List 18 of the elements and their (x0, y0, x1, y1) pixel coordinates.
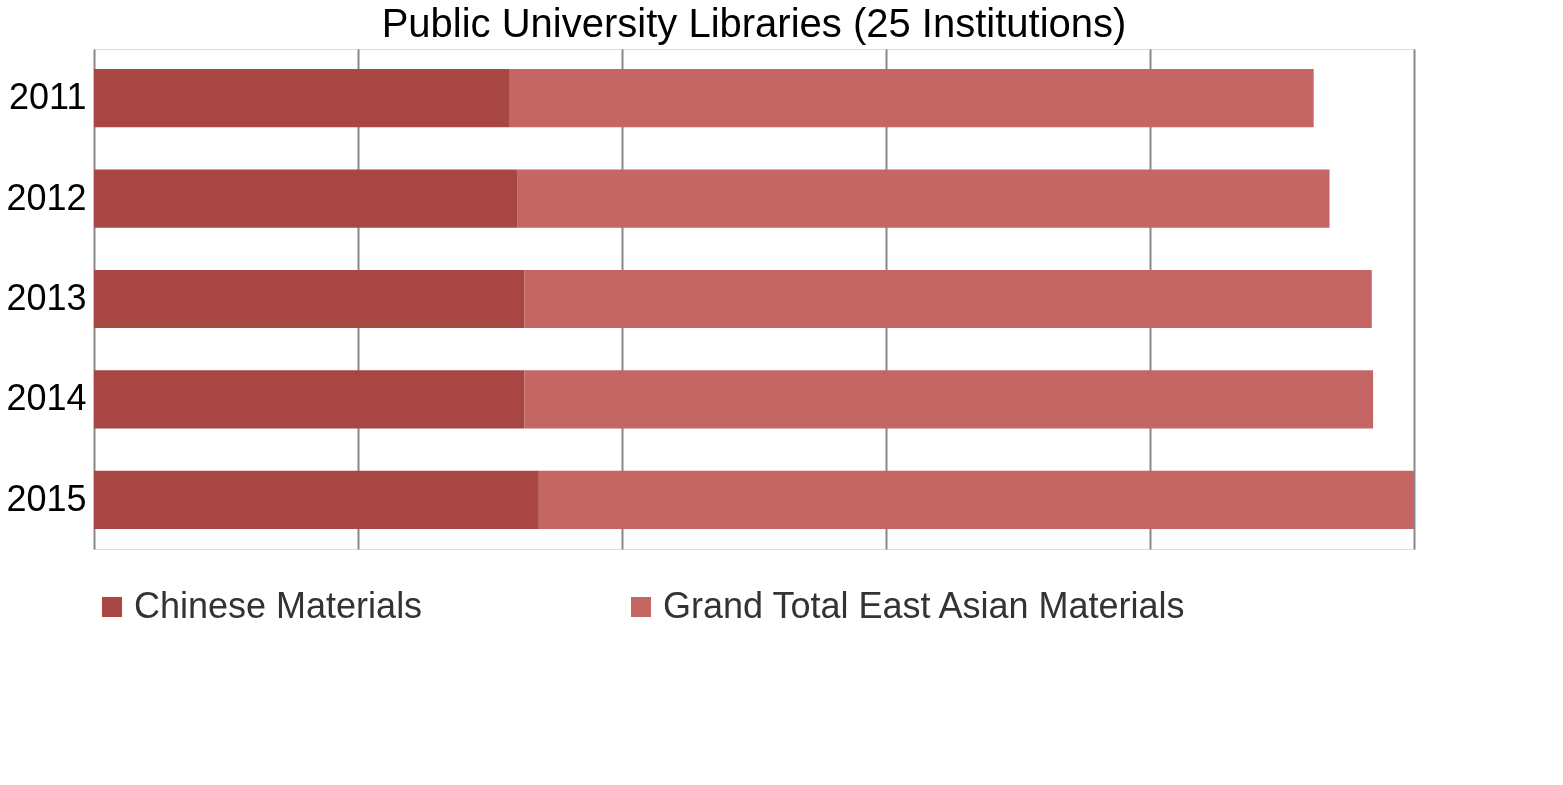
bar (94, 69, 510, 128)
bar (517, 169, 1330, 228)
bar (538, 470, 1414, 529)
bar (94, 169, 518, 228)
y-tick-label: 2014 (6, 377, 87, 419)
y-tick-label: 2015 (6, 477, 87, 519)
y-tick-label: 2013 (6, 277, 87, 318)
bar (94, 470, 539, 529)
legend-label: Chinese Materials (134, 585, 423, 626)
bar (524, 370, 1374, 429)
chart-title: Public University Libraries (25 Institutions) (381, 1, 1127, 45)
y-tick-label: 2011 (9, 76, 87, 118)
y-tick-label: 2012 (6, 176, 87, 218)
bar (94, 269, 525, 329)
bar (94, 370, 525, 429)
legend-label: Grand Total East Asian Materials (663, 585, 1185, 626)
bar (509, 69, 1314, 128)
bar (524, 269, 1372, 329)
